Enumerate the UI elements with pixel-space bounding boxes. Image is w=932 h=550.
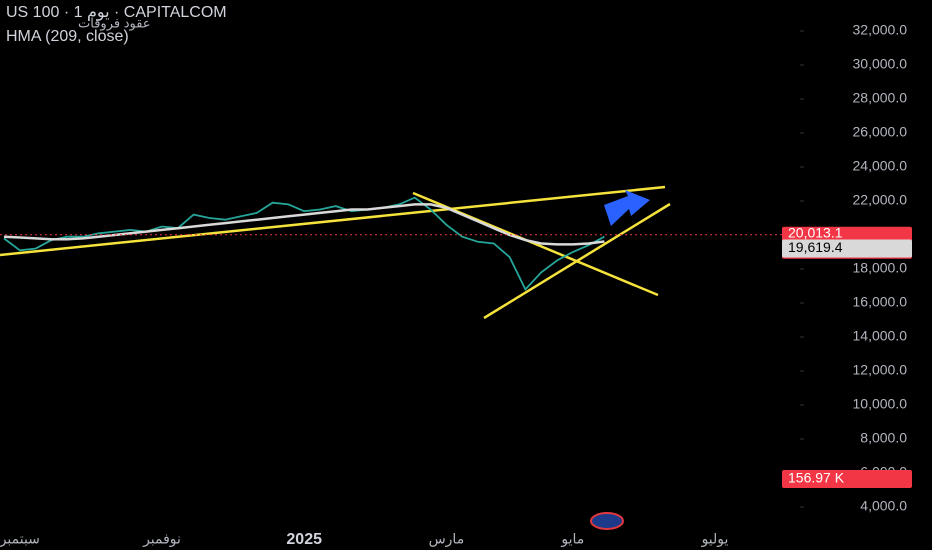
y-tick-label: 8,000.0 bbox=[860, 430, 907, 446]
y-tick-label: 18,000.0 bbox=[853, 260, 908, 276]
y-tick-label: 26,000.0 bbox=[853, 124, 908, 140]
y-tick-label: 16,000.0 bbox=[853, 294, 908, 310]
logo bbox=[590, 512, 624, 530]
x-tick-label: سبتمبر bbox=[0, 531, 40, 548]
y-tick-label: 10,000.0 bbox=[853, 396, 908, 412]
price-line bbox=[3, 196, 605, 291]
x-tick-label: مارس bbox=[429, 531, 465, 548]
volume-tag bbox=[782, 470, 912, 488]
y-tick-label: 22,000.0 bbox=[853, 192, 908, 208]
hma-label: 19,619.4 bbox=[788, 239, 843, 255]
hma-line bbox=[3, 203, 605, 246]
y-tick-label: 24,000.0 bbox=[853, 158, 908, 174]
hma-tag bbox=[782, 239, 912, 258]
y-tick-label: 32,000.0 bbox=[853, 22, 908, 38]
series-title: US 100 · يوم 1 · CAPITALCOM bbox=[6, 4, 227, 22]
y-tick-label: 12,000.0 bbox=[853, 362, 908, 378]
x-tick-label: مايو bbox=[560, 531, 584, 548]
trend-line bbox=[0, 185, 666, 257]
y-tick-label: 14,000.0 bbox=[853, 328, 908, 344]
arrow bbox=[604, 190, 650, 226]
y-tick-label: 28,000.0 bbox=[853, 90, 908, 106]
x-tick-label: نوفمبر bbox=[142, 531, 181, 548]
price-label: 20,013.1 bbox=[788, 224, 843, 240]
legend-entry: HMA (209, close) bbox=[6, 28, 129, 45]
x-tick-label: يوليو bbox=[701, 531, 729, 548]
volume-label: 156.97 K bbox=[788, 470, 845, 486]
subtitle: عقود فروقات bbox=[78, 15, 151, 31]
y-tick-label: 30,000.0 bbox=[853, 56, 908, 72]
x-tick-label: 2025 bbox=[286, 531, 322, 548]
trend-line bbox=[483, 202, 671, 320]
y-tick-label: 4,000.0 bbox=[860, 498, 907, 514]
